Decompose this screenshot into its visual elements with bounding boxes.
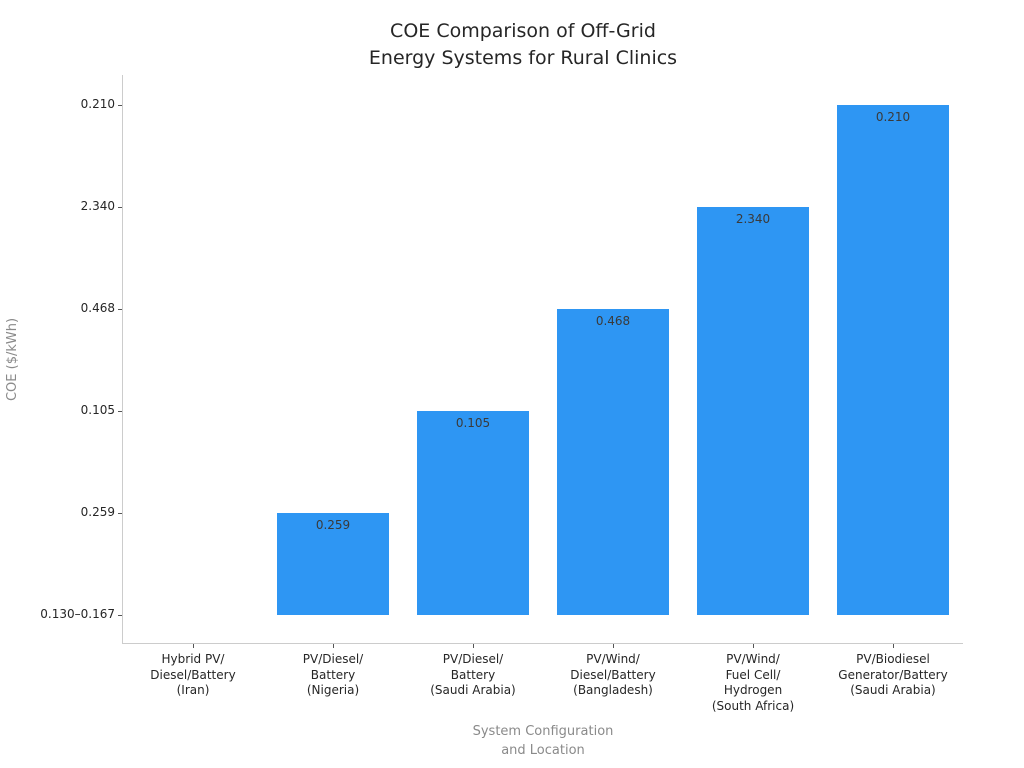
- bar-value-label: 2.340: [735, 212, 771, 226]
- x-tick-mark: [193, 644, 194, 648]
- bar: [697, 207, 809, 615]
- x-tick-mark: [333, 644, 334, 648]
- bar-value-label: 0.105: [455, 416, 491, 430]
- y-tick-mark: [118, 309, 122, 310]
- y-tick-label: 0.105: [80, 403, 115, 417]
- y-tick-label: 2.340: [80, 199, 115, 213]
- chart-title: COE Comparison of Off-Grid Energy System…: [368, 20, 678, 69]
- x-tick-mark: [893, 644, 894, 648]
- x-tick-mark: [473, 644, 474, 648]
- x-tick-label: PV/Wind/ Fuel Cell/ Hydrogen (South Afri…: [711, 652, 795, 713]
- y-tick-label: 0.210: [80, 97, 115, 111]
- y-tick-mark: [118, 411, 122, 412]
- x-tick-mark: [753, 644, 754, 648]
- bar: [557, 309, 669, 615]
- axis-left-spine: [122, 75, 123, 644]
- y-tick-mark: [118, 207, 122, 208]
- x-tick-label: PV/Biodiesel Generator/Battery (Saudi Ar…: [838, 652, 948, 697]
- bar: [417, 411, 529, 615]
- bar: [277, 513, 389, 615]
- x-axis-label: System Configuration and Location: [472, 724, 614, 758]
- y-tick-label: 0.130–0.167: [40, 607, 115, 621]
- x-tick-label: PV/Diesel/ Battery (Saudi Arabia): [430, 652, 516, 697]
- x-tick-mark: [613, 644, 614, 648]
- y-tick-mark: [118, 105, 122, 106]
- x-tick-label: PV/Diesel/ Battery (Nigeria): [302, 652, 364, 697]
- bar-value-label: 0.468: [595, 314, 631, 328]
- y-tick-label: 0.259: [80, 505, 115, 519]
- x-tick-label: PV/Wind/ Diesel/Battery (Bangladesh): [570, 652, 656, 697]
- bar-value-label: 0.259: [315, 518, 351, 532]
- x-tick-label: Hybrid PV/ Diesel/Battery (Iran): [150, 652, 236, 697]
- y-tick-mark: [118, 513, 122, 514]
- bar-value-label: 0.210: [875, 110, 911, 124]
- axis-bottom-spine: [122, 643, 963, 644]
- y-tick-label: 0.468: [80, 301, 115, 315]
- bar: [837, 105, 949, 615]
- y-tick-mark: [118, 615, 122, 616]
- y-axis-label-wrap: COE ($/kWh): [0, 75, 26, 643]
- y-axis-label: COE ($/kWh): [5, 317, 21, 401]
